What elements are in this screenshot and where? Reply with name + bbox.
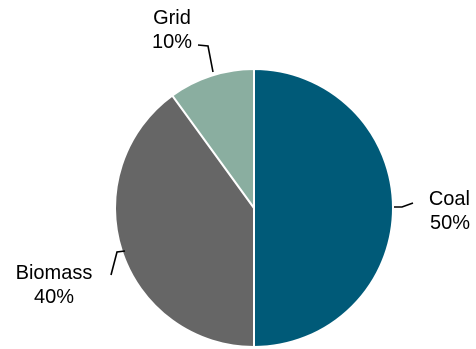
leader-line-grid — [197, 44, 214, 73]
pie-slice-coal — [253, 67, 394, 349]
slice-value-label-biomass: 40% — [34, 286, 74, 308]
pie-slice-grid — [170, 67, 255, 212]
slice-value-label-grid: 10% — [152, 31, 192, 53]
leader-line-biomass — [110, 250, 126, 276]
slice-label-biomass: Biomass — [16, 262, 93, 284]
leader-line-coal — [394, 202, 414, 208]
pie-slices — [114, 67, 394, 349]
slice-value-label-coal: 50% — [430, 212, 470, 234]
slice-label-grid: Grid — [153, 7, 191, 29]
slice-label-coal: Coal — [429, 188, 470, 210]
